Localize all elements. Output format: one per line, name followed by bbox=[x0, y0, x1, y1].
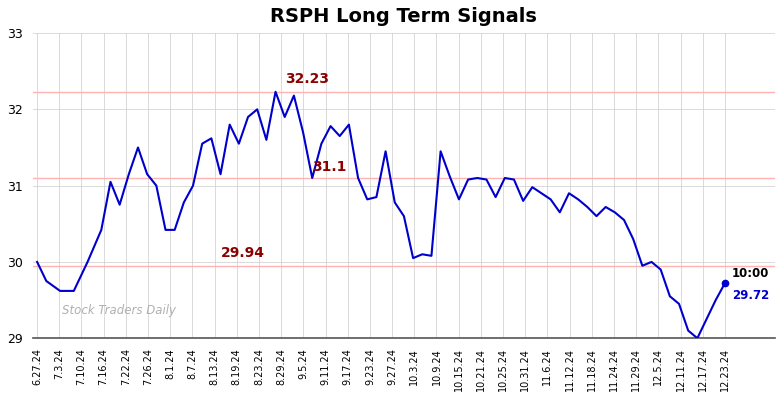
Text: 29.94: 29.94 bbox=[220, 246, 264, 260]
Text: 10:00: 10:00 bbox=[731, 267, 769, 280]
Text: 31.1: 31.1 bbox=[312, 160, 347, 174]
Text: 29.72: 29.72 bbox=[731, 289, 769, 302]
Text: 32.23: 32.23 bbox=[285, 72, 328, 86]
Title: RSPH Long Term Signals: RSPH Long Term Signals bbox=[270, 7, 537, 26]
Text: Stock Traders Daily: Stock Traders Daily bbox=[62, 304, 176, 317]
